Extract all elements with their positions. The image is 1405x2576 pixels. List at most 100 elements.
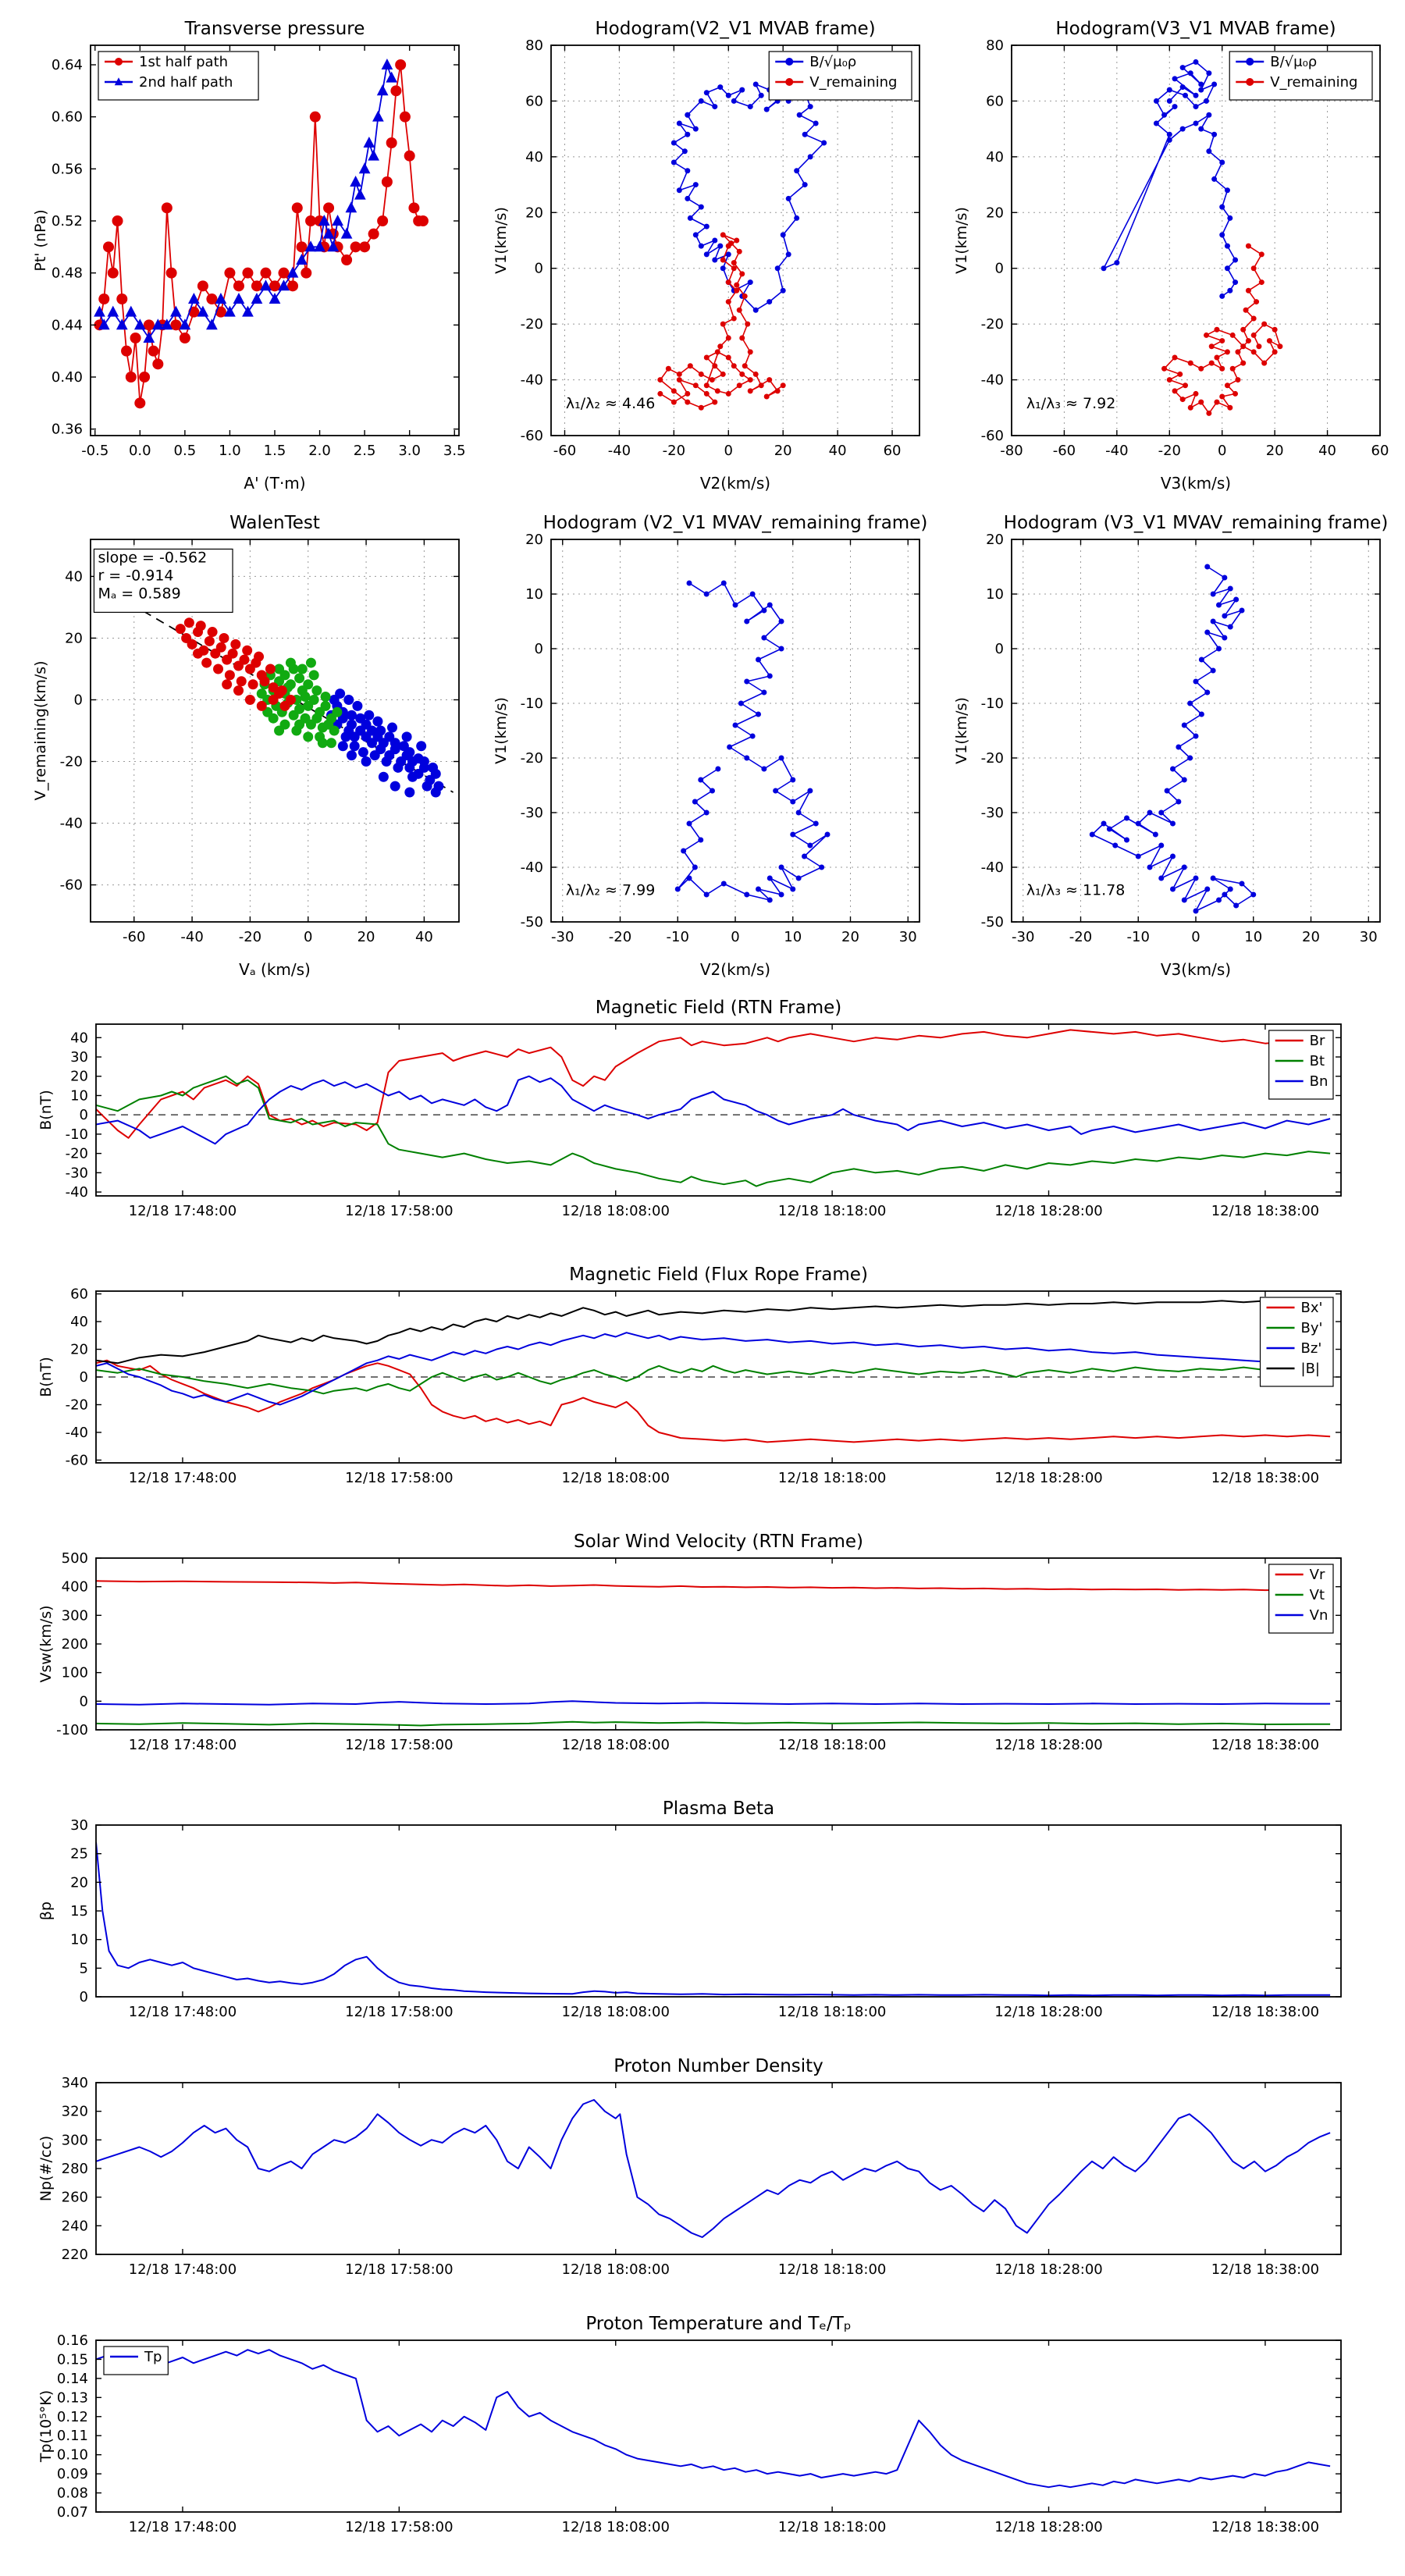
svg-text:-40: -40 xyxy=(66,1184,88,1201)
svg-text:-40: -40 xyxy=(608,443,631,459)
svg-text:12/18 18:38:00: 12/18 18:38:00 xyxy=(1211,2261,1319,2278)
svg-text:0: 0 xyxy=(731,929,739,945)
svg-text:-20: -20 xyxy=(981,316,1004,333)
svg-text:By': By' xyxy=(1301,1320,1323,1336)
svg-text:2.5: 2.5 xyxy=(354,443,376,459)
svg-text:A' (T·m): A' (T·m) xyxy=(244,474,305,493)
svg-text:Bt: Bt xyxy=(1310,1053,1325,1069)
svg-text:-40: -40 xyxy=(981,372,1004,389)
svg-text:20: 20 xyxy=(986,532,1004,548)
svg-text:300: 300 xyxy=(62,1607,88,1624)
svg-text:500: 500 xyxy=(62,1550,88,1567)
svg-text:10: 10 xyxy=(1244,929,1262,945)
svg-text:0.11: 0.11 xyxy=(57,2428,88,2444)
svg-text:Tp(10⁵°K): Tp(10⁵°K) xyxy=(37,2390,55,2463)
svg-text:20: 20 xyxy=(841,929,859,945)
svg-text:0.64: 0.64 xyxy=(52,57,83,73)
svg-text:0: 0 xyxy=(304,929,312,945)
svg-text:12/18 18:28:00: 12/18 18:28:00 xyxy=(994,2261,1102,2278)
svg-text:0.12: 0.12 xyxy=(57,2409,88,2425)
svg-text:-20: -20 xyxy=(239,929,261,945)
svg-text:-30: -30 xyxy=(66,1165,88,1181)
svg-text:12/18 17:48:00: 12/18 17:48:00 xyxy=(129,1737,237,1753)
svg-text:Mₐ = 0.589: Mₐ = 0.589 xyxy=(98,585,180,602)
plasma-beta-panel: 12/18 17:48:00 12/18 17:58:00 12/18 18:08:… xyxy=(22,1791,1386,2039)
svg-text:Vn: Vn xyxy=(1310,1607,1329,1624)
svg-text:12/18 17:48:00: 12/18 17:48:00 xyxy=(129,2261,237,2278)
hodogram-v2v1-mvab-panel: -60 -40 -20 0 20 40 60 -60 -40 -20 0 20 40 60 80 Hodogr… xyxy=(482,9,937,500)
svg-text:10: 10 xyxy=(784,929,802,945)
svg-text:-20: -20 xyxy=(1069,929,1092,945)
svg-text:0: 0 xyxy=(1218,443,1226,459)
svg-text:-40: -40 xyxy=(521,372,543,389)
svg-text:Plasma Beta: Plasma Beta xyxy=(663,1799,774,1819)
svg-text:0.36: 0.36 xyxy=(52,422,83,438)
svg-text:80: 80 xyxy=(986,37,1004,54)
svg-text:Proton Temperature and Tₑ/Tₚ: Proton Temperature and Tₑ/Tₚ xyxy=(585,2314,851,2334)
svg-text:20: 20 xyxy=(986,205,1004,221)
svg-text:Magnetic Field (Flux Rope Fram: Magnetic Field (Flux Rope Frame) xyxy=(569,1265,868,1285)
svg-text:10: 10 xyxy=(986,586,1004,603)
svg-text:-10: -10 xyxy=(667,929,689,945)
svg-text:-10: -10 xyxy=(1127,929,1150,945)
svg-text:λ₁/λ₃ ≈ 7.92: λ₁/λ₃ ≈ 7.92 xyxy=(1026,395,1115,412)
svg-text:100: 100 xyxy=(62,1665,88,1681)
svg-text:V1(km/s): V1(km/s) xyxy=(493,697,510,764)
svg-text:0.44: 0.44 xyxy=(52,317,83,333)
svg-text:20: 20 xyxy=(525,532,543,548)
svg-text:Magnetic Field (RTN Frame): Magnetic Field (RTN Frame) xyxy=(596,998,842,1018)
svg-text:V2(km/s): V2(km/s) xyxy=(700,960,770,979)
svg-text:βp: βp xyxy=(37,1902,55,1920)
svg-text:-60: -60 xyxy=(66,1452,88,1468)
svg-text:-10: -10 xyxy=(66,1126,88,1143)
svg-text:B/√μ₀ρ: B/√μ₀ρ xyxy=(809,54,856,70)
svg-text:12/18 17:58:00: 12/18 17:58:00 xyxy=(345,2519,453,2535)
svg-text:10: 10 xyxy=(70,1087,88,1104)
svg-text:80: 80 xyxy=(525,37,543,54)
svg-text:V_remaining: V_remaining xyxy=(809,74,897,91)
svg-text:60: 60 xyxy=(884,443,902,459)
svg-text:60: 60 xyxy=(986,93,1004,109)
svg-text:12/18 18:38:00: 12/18 18:38:00 xyxy=(1211,1203,1319,1219)
svg-text:12/18 18:38:00: 12/18 18:38:00 xyxy=(1211,2519,1319,2535)
svg-text:40: 40 xyxy=(70,1314,88,1330)
svg-text:240: 240 xyxy=(62,2218,88,2234)
walen-test-panel: -60 -40 -20 0 20 40 -60 -40 -20 0 20 40 WalenTest Vₐ … xyxy=(22,503,476,986)
svg-text:Hodogram(V2_V1 MVAB frame): Hodogram(V2_V1 MVAB frame) xyxy=(595,19,875,39)
proton-temperature-panel: 12/18 17:48:00 12/18 17:58:00 12/18 18:08:… xyxy=(22,2306,1386,2554)
svg-text:12/18 18:28:00: 12/18 18:28:00 xyxy=(994,2004,1102,2020)
svg-text:60: 60 xyxy=(1371,443,1389,459)
svg-text:-40: -40 xyxy=(60,816,83,832)
svg-text:-40: -40 xyxy=(180,929,203,945)
svg-text:V_remaining: V_remaining xyxy=(1270,74,1357,91)
svg-text:12/18 18:38:00: 12/18 18:38:00 xyxy=(1211,2004,1319,2020)
svg-text:-20: -20 xyxy=(521,316,543,333)
svg-text:0.15: 0.15 xyxy=(57,2351,88,2368)
svg-text:0.48: 0.48 xyxy=(52,265,83,282)
svg-text:20: 20 xyxy=(525,205,543,221)
svg-text:-60: -60 xyxy=(1053,443,1076,459)
svg-text:-20: -20 xyxy=(521,750,543,767)
svg-text:V1(km/s): V1(km/s) xyxy=(953,697,970,764)
svg-text:B/√μ₀ρ: B/√μ₀ρ xyxy=(1270,54,1317,70)
svg-text:V1(km/s): V1(km/s) xyxy=(493,207,510,274)
svg-text:12/18 17:48:00: 12/18 17:48:00 xyxy=(129,2004,237,2020)
svg-text:λ₁/λ₂ ≈ 4.46: λ₁/λ₂ ≈ 4.46 xyxy=(566,395,655,412)
svg-text:0: 0 xyxy=(535,261,543,277)
svg-text:12/18 17:58:00: 12/18 17:58:00 xyxy=(345,2004,453,2020)
svg-text:-80: -80 xyxy=(1000,443,1023,459)
svg-text:40: 40 xyxy=(70,1030,88,1046)
svg-text:40: 40 xyxy=(1318,443,1336,459)
svg-text:1.0: 1.0 xyxy=(219,443,241,459)
svg-text:12/18 18:18:00: 12/18 18:18:00 xyxy=(778,1737,886,1753)
svg-text:2.0: 2.0 xyxy=(308,443,331,459)
proton-density-panel: 12/18 17:48:00 12/18 17:58:00 12/18 18:08:… xyxy=(22,2048,1386,2297)
svg-text:40: 40 xyxy=(415,929,433,945)
svg-text:Vr: Vr xyxy=(1310,1567,1325,1583)
svg-text:0.16: 0.16 xyxy=(57,2332,88,2349)
svg-text:-20: -20 xyxy=(1158,443,1181,459)
svg-text:0: 0 xyxy=(995,261,1004,277)
svg-text:40: 40 xyxy=(65,568,83,585)
svg-text:Vsw(km/s): Vsw(km/s) xyxy=(37,1605,55,1682)
